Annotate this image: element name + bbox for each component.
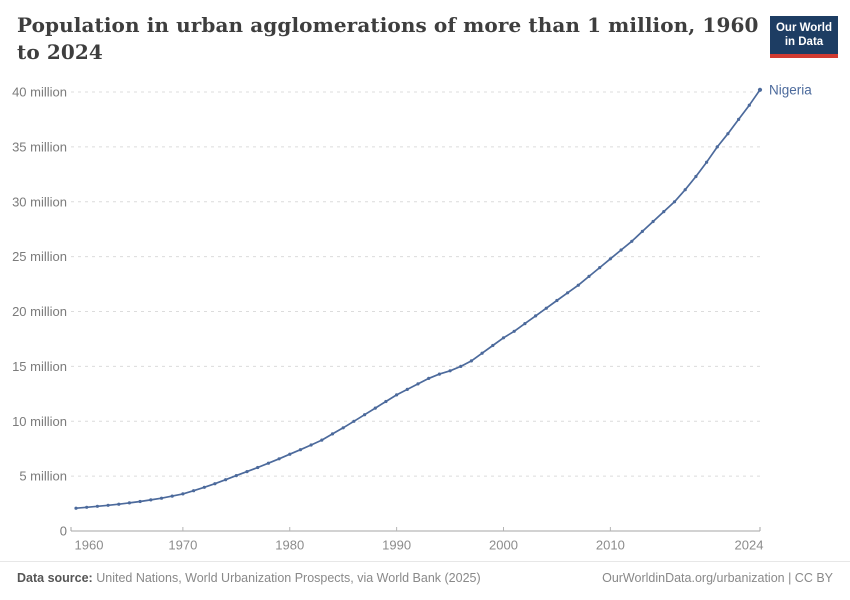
data-point-marker (363, 413, 367, 417)
data-point-marker (277, 457, 281, 461)
data-point-marker (608, 257, 613, 261)
owid-logo-line1: Our World (775, 22, 832, 34)
data-point-marker (213, 482, 217, 486)
data-point-marker (437, 372, 441, 376)
y-axis-label: 35 million (12, 139, 67, 154)
data-point-marker (587, 274, 591, 278)
data-point-marker (630, 239, 634, 243)
data-point-marker (170, 494, 174, 498)
x-axis-label: 1970 (168, 538, 197, 553)
data-point-marker (427, 376, 431, 380)
x-axis-label: 1980 (275, 538, 304, 553)
y-axis-label: 5 million (19, 469, 67, 484)
data-source-label: Data source: (17, 571, 93, 585)
data-point-marker (566, 291, 570, 295)
data-source-note: Data source: United Nations, World Urban… (17, 571, 481, 585)
data-point-marker (74, 506, 78, 510)
y-axis-label: 10 million (12, 414, 67, 429)
chart-title: Population in urban agglomerations of mo… (17, 13, 759, 64)
data-source-text: United Nations, World Urbanization Prosp… (96, 571, 481, 585)
data-point-marker (534, 314, 538, 318)
data-point-marker (662, 210, 666, 214)
data-point-marker (192, 489, 196, 493)
data-point-marker (352, 419, 356, 423)
data-point-marker (416, 382, 420, 386)
data-point-marker (95, 504, 99, 508)
data-point-marker (224, 478, 228, 482)
data-point-marker (149, 498, 153, 502)
data-point-marker (373, 406, 377, 410)
data-point-marker (705, 160, 709, 164)
data-point-marker (640, 229, 645, 233)
data-point-marker (448, 369, 452, 373)
data-point-marker (117, 502, 121, 506)
data-point-marker (672, 200, 677, 204)
data-point-marker (469, 359, 473, 363)
data-point-marker (266, 461, 270, 465)
data-point-marker (395, 393, 399, 397)
data-point-marker (715, 145, 719, 149)
data-point-marker (459, 364, 463, 368)
data-point-marker (694, 174, 698, 179)
y-axis-label: 20 million (12, 304, 67, 319)
data-point-marker (330, 432, 335, 436)
data-point-marker (757, 87, 763, 92)
series-entity-label[interactable]: Nigeria (769, 82, 812, 97)
x-axis-label: 2000 (489, 538, 518, 553)
data-point-marker (737, 117, 741, 121)
data-point-marker (598, 266, 602, 270)
data-point-marker (512, 329, 516, 333)
x-axis-label: 1990 (382, 538, 411, 553)
data-point-marker (234, 474, 238, 478)
data-point-marker (555, 298, 559, 303)
data-point-marker (298, 448, 302, 452)
y-axis-label: 15 million (12, 359, 67, 374)
data-point-marker (309, 443, 313, 447)
data-point-marker (651, 219, 655, 224)
chart-footer: Data source: United Nations, World Urban… (0, 561, 850, 600)
data-point-marker (181, 492, 185, 496)
data-point-marker (491, 343, 495, 348)
x-axis-label: 1960 (75, 538, 104, 553)
data-point-marker (341, 426, 345, 430)
data-point-marker (523, 322, 527, 326)
data-point-marker (726, 132, 730, 136)
owid-logo[interactable]: Our World in Data (770, 16, 838, 58)
data-point-marker (683, 188, 687, 192)
credit-link[interactable]: OurWorldinData.org/urbanization | CC BY (602, 571, 833, 585)
data-point-marker (106, 503, 110, 507)
data-point-marker (288, 452, 292, 456)
y-axis-label: 30 million (12, 194, 67, 209)
data-point-marker (85, 505, 89, 509)
data-point-marker (501, 336, 506, 340)
data-point-marker (384, 399, 388, 404)
data-point-marker (747, 103, 751, 107)
data-point-marker (619, 248, 623, 252)
data-point-marker (256, 465, 260, 470)
data-point-marker (138, 499, 142, 504)
data-point-marker (544, 306, 548, 310)
data-point-marker (127, 501, 131, 505)
data-point-marker (576, 283, 580, 287)
data-point-marker (480, 351, 484, 355)
x-axis-label: 2010 (596, 538, 625, 553)
data-point-marker (202, 485, 206, 489)
data-point-marker (159, 496, 164, 500)
nigeria-line-series[interactable] (75, 88, 761, 510)
data-point-marker (245, 470, 249, 474)
y-axis-label: 25 million (12, 249, 67, 264)
data-point-marker (405, 387, 409, 391)
y-axis-label: 40 million (12, 85, 67, 100)
y-axis-label: 0 (60, 524, 67, 539)
data-point-marker (320, 438, 324, 442)
x-axis-label: 2024 (735, 538, 764, 553)
owid-logo-line2: in Data (784, 36, 824, 49)
